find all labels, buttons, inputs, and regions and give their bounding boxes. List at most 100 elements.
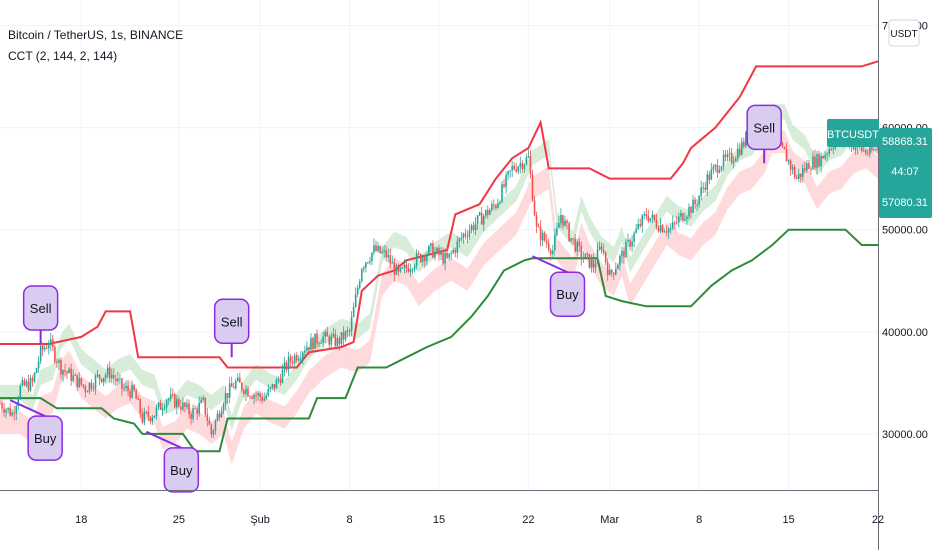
candle-body (29, 378, 32, 391)
buy-label: Buy (556, 287, 579, 302)
candle-body (354, 294, 357, 307)
candle-body (560, 214, 562, 224)
currency-badge[interactable]: USDT (888, 19, 920, 47)
candle-body (375, 245, 377, 251)
symbol-title[interactable]: Bitcoin / TetherUS, 1s, BINANCE (8, 28, 184, 42)
x-tick-label: 25 (173, 514, 185, 526)
x-tick-label: 8 (347, 514, 353, 526)
candle-body (344, 331, 347, 340)
candle-body (17, 398, 20, 407)
candle-body (781, 143, 784, 147)
candle-body (600, 246, 603, 251)
candle-body (143, 411, 146, 423)
candle-body (155, 407, 158, 416)
candle-body (363, 267, 365, 270)
candle-body (862, 150, 865, 152)
time-axis[interactable]: 18 25 Şub 8 15 22 Mar 8 15 22 (75, 514, 884, 526)
indicator-bands (0, 60, 879, 453)
candle-body (875, 149, 877, 151)
candle-body (824, 154, 826, 159)
candle-body (25, 381, 28, 386)
candle-body (734, 158, 737, 162)
candle-body (671, 222, 674, 229)
sell-label: Sell (753, 120, 775, 135)
candle-body (230, 383, 233, 387)
candle-body (700, 187, 702, 196)
candlestick-series (0, 114, 879, 439)
candle-body (645, 214, 648, 217)
candle-body (86, 391, 89, 393)
candle-body (214, 420, 217, 431)
candle-body (159, 402, 162, 410)
candle-body (226, 393, 229, 398)
candle-body (635, 229, 637, 233)
candle-body (444, 252, 446, 264)
candle-body (391, 262, 394, 264)
candle-body (804, 168, 806, 171)
candle-body (828, 149, 831, 154)
candle-body (399, 267, 402, 272)
candle-body (76, 374, 79, 388)
candle-body (529, 156, 532, 175)
candle-body (239, 377, 241, 383)
candle-body (273, 384, 276, 389)
candle-body (535, 215, 538, 227)
candle-body (452, 249, 455, 253)
candle-body (696, 204, 698, 206)
x-tick-label: 8 (696, 514, 702, 526)
candle-body (169, 394, 172, 400)
candle-body (397, 265, 400, 272)
candle-body (387, 255, 389, 258)
candle-body (460, 237, 463, 239)
candle-body (619, 256, 621, 265)
candle-body (255, 395, 257, 397)
candle-body (196, 408, 198, 414)
currency-badge-label: USDT (890, 29, 917, 40)
buy-label: Buy (34, 431, 57, 446)
candle-body (738, 149, 741, 155)
candle-body (484, 210, 487, 217)
signal-annotations: Sell Buy Sell Buy Buy Sell (9, 104, 782, 493)
candle-body (324, 331, 326, 337)
candle-body (468, 230, 471, 237)
level-price-label: 57080.31 (882, 197, 928, 209)
candle-body (218, 413, 221, 418)
candle-body (464, 233, 467, 236)
candle-body (726, 153, 729, 158)
candle-body (45, 347, 48, 349)
currency-badge-box[interactable] (888, 19, 920, 47)
candle-body (415, 253, 418, 266)
candle-body (745, 131, 747, 147)
candle-body (405, 264, 408, 269)
candle-body (9, 407, 11, 416)
candle-body (198, 403, 200, 414)
candle-body (13, 412, 16, 414)
candle-body (173, 394, 176, 408)
candle-body (395, 265, 398, 275)
candle-body (706, 174, 709, 190)
candle-body (184, 402, 186, 408)
candle-body (232, 386, 235, 389)
candle-body (251, 396, 253, 399)
candle-body (78, 378, 81, 388)
candle-body (783, 146, 786, 150)
candle-body (151, 417, 154, 422)
candle-body (243, 390, 245, 395)
x-tick-label: 15 (782, 514, 794, 526)
candle-body (72, 375, 74, 381)
candle-body (639, 224, 642, 227)
candle-body (27, 381, 30, 391)
candle-body (655, 219, 658, 228)
candle-body (153, 415, 156, 418)
symbol-tag-bg (827, 119, 879, 147)
candle-body (206, 414, 209, 421)
candle-body (131, 385, 133, 398)
candle-body (519, 163, 522, 167)
candle-body (741, 141, 743, 155)
candle-body (389, 255, 392, 264)
indicator-legend[interactable]: CCT (2, 144, 2, 144) (8, 49, 118, 63)
candle-body (285, 362, 288, 370)
candle-body (149, 417, 152, 422)
